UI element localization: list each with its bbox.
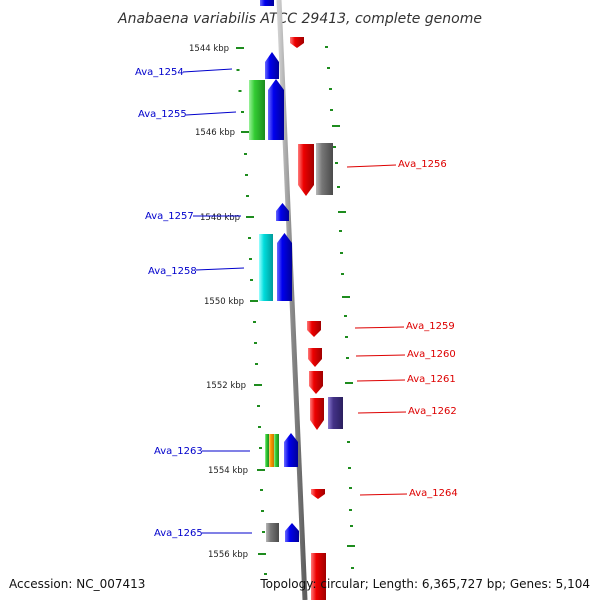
gene-label-reverse[interactable]: Ava_1262 — [408, 406, 457, 417]
gene-forward[interactable] — [269, 434, 274, 467]
forward-genes — [249, 0, 299, 542]
reverse-gene-labels: Ava_1256 Ava_1259 Ava_1260 Ava_1261 Ava_… — [346, 159, 458, 499]
tick-mark — [236, 47, 244, 49]
tick-mark — [258, 553, 266, 555]
gene-label-reverse[interactable]: Ava_1260 — [407, 349, 456, 360]
reverse-strand-dots — [325, 46, 354, 569]
tick-mark — [342, 296, 350, 298]
reverse-genes — [290, 37, 343, 600]
gene-reverse[interactable] — [307, 321, 321, 337]
gene-label-forward[interactable]: Ava_1263 — [154, 446, 203, 457]
gene-label-forward[interactable]: Ava_1255 — [138, 109, 187, 120]
gene-forward[interactable] — [285, 523, 299, 542]
tick-mark — [338, 211, 346, 213]
topology-text: Topology: circular; Length: 6,365,727 bp… — [260, 577, 590, 591]
gene-forward[interactable] — [284, 433, 298, 467]
tick-mark — [347, 545, 355, 547]
gene-forward[interactable] — [276, 203, 289, 221]
gene-label-forward[interactable]: Ava_1265 — [154, 528, 203, 539]
kbp-label: 1552 kbp — [206, 381, 246, 391]
gene-forward[interactable] — [277, 233, 292, 301]
genome-backbone — [276, 0, 308, 600]
major-ticks — [236, 47, 355, 555]
gene-forward[interactable] — [268, 79, 284, 140]
tick-mark — [257, 469, 265, 471]
gene-reverse[interactable] — [290, 37, 304, 48]
gene-label-forward[interactable]: Ava_1257 — [145, 211, 194, 222]
kbp-label: 1556 kbp — [208, 550, 248, 560]
forward-gene-labels: Ava_1254 Ava_1255 Ava_1257 Ava_1258 Ava_… — [135, 67, 252, 539]
gene-label-reverse[interactable]: Ava_1264 — [409, 488, 458, 499]
gene-reverse[interactable] — [308, 348, 322, 367]
tick-mark — [250, 300, 258, 302]
gene-label-reverse[interactable]: Ava_1259 — [406, 321, 455, 332]
gene-reverse[interactable] — [310, 398, 324, 430]
gene-forward[interactable] — [274, 434, 279, 467]
map-title: Anabaena variabilis ATCC 29413, complete… — [117, 11, 482, 27]
kbp-label: 1554 kbp — [208, 466, 248, 476]
gene-forward[interactable] — [260, 0, 274, 6]
gene-forward[interactable] — [265, 434, 269, 467]
gene-forward[interactable] — [259, 234, 273, 301]
kbp-label: 1544 kbp — [189, 44, 229, 54]
accession-text: Accession: NC_007413 — [9, 577, 146, 591]
gene-forward[interactable] — [265, 52, 279, 79]
forward-strand-dots — [236, 69, 267, 575]
tick-mark — [345, 382, 353, 384]
gene-label-reverse[interactable]: Ava_1261 — [407, 374, 456, 385]
kbp-label: 1550 kbp — [204, 297, 244, 307]
gene-forward[interactable] — [266, 523, 279, 542]
gene-label-forward[interactable]: Ava_1258 — [148, 266, 197, 277]
tick-mark — [254, 384, 262, 386]
kbp-label: 1548 kbp — [200, 213, 240, 223]
tick-mark — [332, 125, 340, 127]
gene-reverse[interactable] — [311, 553, 326, 600]
gene-label-reverse[interactable]: Ava_1256 — [398, 159, 447, 170]
gene-forward[interactable] — [249, 80, 265, 140]
gene-reverse[interactable] — [311, 489, 325, 499]
gene-reverse[interactable] — [298, 144, 314, 196]
tick-mark — [241, 131, 249, 133]
gene-label-forward[interactable]: Ava_1254 — [135, 67, 184, 78]
gene-reverse[interactable] — [328, 397, 343, 429]
kbp-labels: 1544 kbp 1546 kbp 1548 kbp 1550 kbp 1552… — [189, 44, 248, 560]
tick-mark — [246, 216, 254, 218]
gene-reverse[interactable] — [316, 143, 333, 195]
kbp-label: 1546 kbp — [195, 128, 235, 138]
gene-reverse[interactable] — [309, 371, 323, 394]
